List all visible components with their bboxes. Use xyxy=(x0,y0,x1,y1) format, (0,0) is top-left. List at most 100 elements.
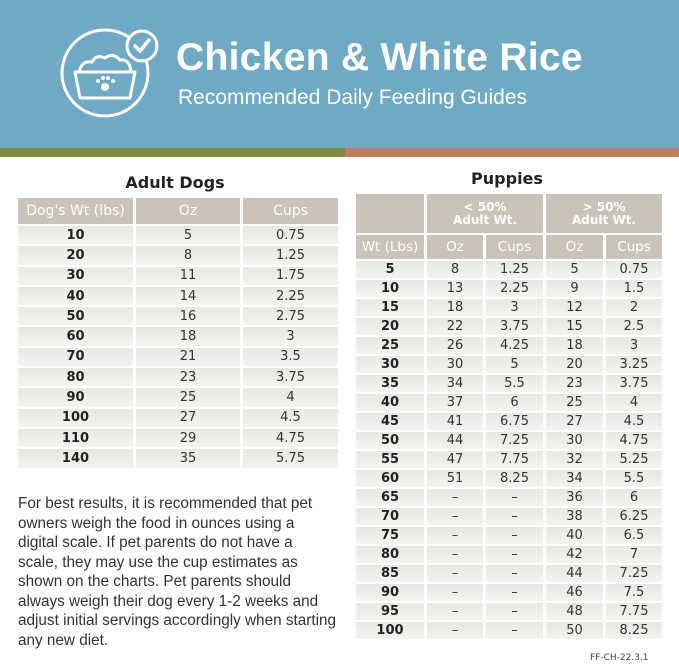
cell: 29 xyxy=(136,428,240,448)
row: 85– –44 7.25 xyxy=(356,565,662,582)
cell: – xyxy=(486,508,543,525)
cell: 3 xyxy=(606,337,662,354)
row: 10 13 2.25 9 1.5 xyxy=(356,280,662,297)
cell: 11 xyxy=(136,266,240,285)
cell: 21 xyxy=(136,347,240,367)
cell: 100 xyxy=(356,622,424,639)
cell: – xyxy=(486,584,543,601)
row: 20 8 1.25 xyxy=(18,246,338,265)
cell: – xyxy=(486,527,543,544)
stripe xyxy=(345,148,679,157)
cell: 14 xyxy=(136,286,240,306)
cell: 23 xyxy=(136,368,240,387)
row: 10 5 0.75 xyxy=(18,226,338,245)
row: 80 23 3.75 xyxy=(18,368,338,387)
cell: – xyxy=(427,565,483,582)
cell: 3 xyxy=(486,299,543,316)
cell: 35 xyxy=(136,449,240,468)
cell: 90 xyxy=(356,584,424,601)
cell: 51 xyxy=(427,470,483,487)
cell: 85 xyxy=(356,565,424,582)
row: 50 16 2.75 xyxy=(18,307,338,326)
row: 110 29 4.75 xyxy=(18,428,338,448)
cell: 2.25 xyxy=(486,280,543,297)
cell: – xyxy=(486,546,543,563)
cell: 25 xyxy=(546,394,603,411)
cell: 8 xyxy=(136,246,240,265)
row: 30 11 1.75 xyxy=(18,266,338,285)
table-title: Adult Dogs xyxy=(125,173,225,192)
note: For best results, it is recommended that… xyxy=(18,495,336,649)
cell: 6.5 xyxy=(606,527,662,544)
cell: 50 xyxy=(356,432,424,449)
column-header: Oz xyxy=(427,235,483,259)
row: 5 8 1.25 5 0.75 xyxy=(356,261,662,278)
adult-table: Dog's Wt (lbs) Oz Cups 10 5 0.75 20 8 1.25 30 11 1.… xyxy=(15,196,341,470)
cell: 18 xyxy=(427,299,483,316)
cell: 37 xyxy=(427,394,483,411)
cell: 16 xyxy=(136,307,240,326)
cell: 3.75 xyxy=(486,318,543,335)
row: 100– –50 8.25 xyxy=(356,622,662,639)
cell: 3.25 xyxy=(606,356,662,373)
cell: – xyxy=(427,603,483,620)
cell: 30 xyxy=(18,266,133,285)
row: 30 30 5 20 3.25 xyxy=(356,356,662,373)
cell: 65 xyxy=(356,489,424,506)
cell: 7.25 xyxy=(606,565,662,582)
cell: 7.75 xyxy=(486,451,543,468)
cell: 8.25 xyxy=(606,622,662,639)
cell: 46 xyxy=(546,584,603,601)
column-header: Oz xyxy=(546,235,603,259)
cell: 44 xyxy=(546,565,603,582)
bowl-icon xyxy=(60,28,159,118)
cell: 15 xyxy=(356,299,424,316)
cell: 4 xyxy=(606,394,662,411)
row: 20 22 3.75 15 2.5 xyxy=(356,318,662,335)
row: 35 34 5.5 23 3.75 xyxy=(356,375,662,392)
cell: 20 xyxy=(18,246,133,265)
blank-header xyxy=(356,194,424,233)
column-header: Oz xyxy=(136,198,240,224)
cell: 7.25 xyxy=(486,432,543,449)
cell: 3 xyxy=(243,327,338,346)
cell: 4.25 xyxy=(486,337,543,354)
cell: 5 xyxy=(356,261,424,278)
cell: 7 xyxy=(606,546,662,563)
header-band xyxy=(0,0,679,148)
cell: 30 xyxy=(546,432,603,449)
title: Chicken & White Rice xyxy=(176,36,583,79)
cell: 4 xyxy=(243,388,338,407)
cell: 100 xyxy=(18,408,133,427)
stripe xyxy=(0,148,345,157)
row: 40 14 2.25 xyxy=(18,286,338,306)
column-header: Cups xyxy=(606,235,662,259)
cell: 27 xyxy=(136,408,240,427)
cell: 90 xyxy=(18,388,133,407)
row: 90 25 4 xyxy=(18,388,338,407)
cell: 18 xyxy=(546,337,603,354)
cell: 80 xyxy=(18,368,133,387)
cell: 26 xyxy=(427,337,483,354)
cell: – xyxy=(427,489,483,506)
cell: – xyxy=(486,565,543,582)
cell: 1.5 xyxy=(606,280,662,297)
cell: 2 xyxy=(606,299,662,316)
cell: 40 xyxy=(546,527,603,544)
cell: 15 xyxy=(546,318,603,335)
cell: 60 xyxy=(356,470,424,487)
group-header: > 50% Adult Wt. xyxy=(546,194,662,233)
group-header: < 50% Adult Wt. xyxy=(427,194,543,233)
subtitle: Recommended Daily Feeding Guides xyxy=(178,86,528,109)
column-header: Cups xyxy=(486,235,543,259)
cell: 7.5 xyxy=(606,584,662,601)
row: 45 41 6.75 27 4.5 xyxy=(356,413,662,430)
cell: 0.75 xyxy=(606,261,662,278)
cell: 30 xyxy=(356,356,424,373)
cell: 6.25 xyxy=(606,508,662,525)
cell: – xyxy=(427,527,483,544)
cell: 3.75 xyxy=(606,375,662,392)
cell: 10 xyxy=(18,226,133,245)
cell: 13 xyxy=(427,280,483,297)
